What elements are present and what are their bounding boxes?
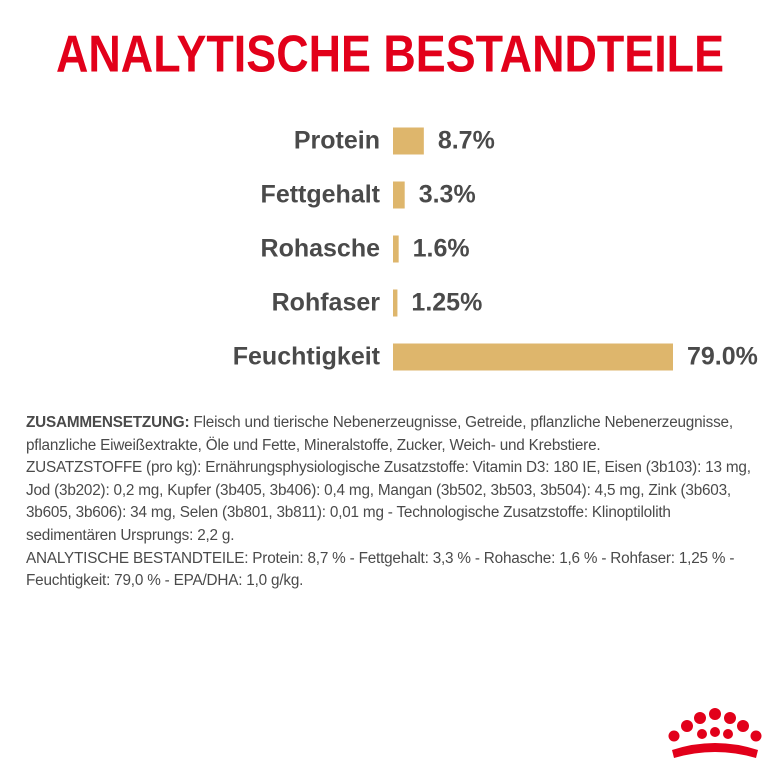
value-label: 1.6%: [413, 235, 470, 263]
additives: ZUSATZSTOFFE (pro kg): Ernährungsphysiol…: [26, 459, 751, 544]
category-label: Feuchtigkeit: [233, 343, 381, 371]
value-label: 79.0%: [687, 343, 758, 371]
chart: ANALYTISCHE BESTANDTEILE Protein 8.7% Fett…: [56, 26, 758, 371]
composition-label: ZUSAMMENSETZUNG:: [26, 414, 190, 431]
chart-title: ANALYTISCHE BESTANDTEILE: [56, 26, 724, 84]
category-label: Fettgehalt: [261, 181, 381, 209]
bar: [393, 235, 399, 263]
value-label: 8.7%: [438, 127, 495, 155]
composition: ZUSAMMENSETZUNG: Fleisch und tierische N…: [26, 412, 756, 593]
category-label: Protein: [294, 127, 380, 155]
composition-text: Fleisch und tierische Nebenerzeugnisse, …: [26, 414, 733, 454]
bar: [393, 127, 424, 155]
bar: [393, 343, 673, 371]
category-label: Rohasche: [261, 235, 381, 263]
value-label: 1.25%: [411, 289, 482, 317]
category-label: Rohfaser: [272, 289, 381, 317]
logo: [668, 708, 762, 758]
value-label: 3.3%: [419, 181, 476, 209]
analytical: ANALYTISCHE BESTANDTEILE: Protein: 8,7 %…: [26, 549, 735, 590]
bar: [393, 181, 405, 209]
bar: [393, 289, 398, 317]
composition-paragraph: ZUSAMMENSETZUNG: Fleisch und tierische N…: [26, 412, 756, 457]
